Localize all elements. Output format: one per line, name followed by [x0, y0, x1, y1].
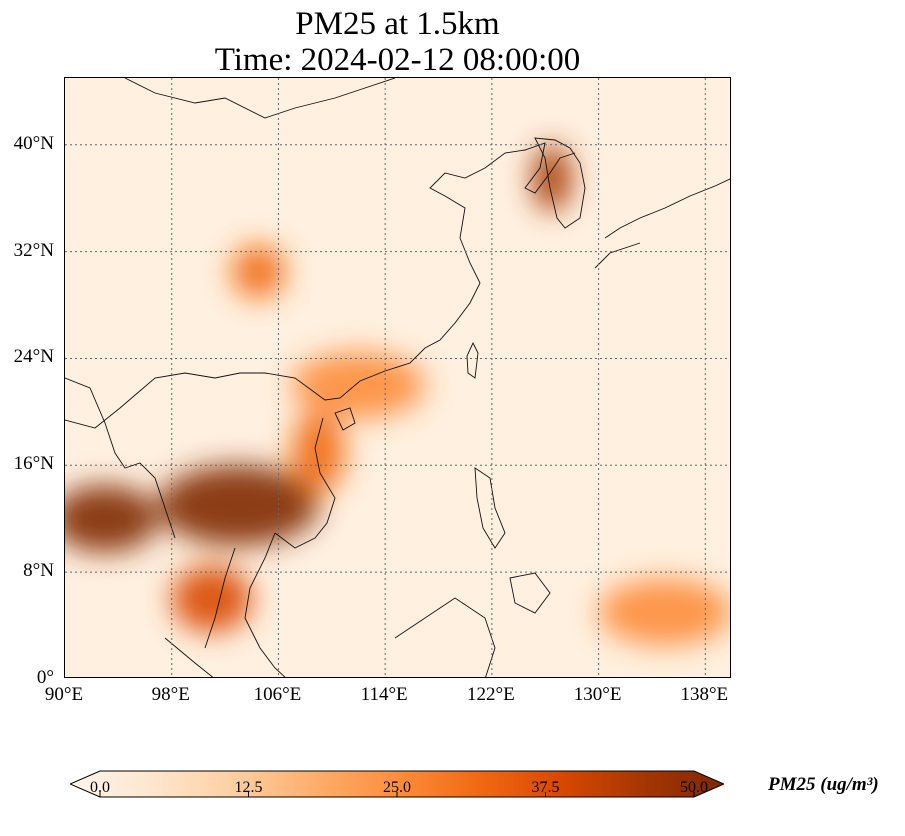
- lon-tick-label: 90°E: [44, 684, 84, 705]
- lon-tick-label: 122°E: [467, 684, 515, 705]
- lat-tick-label: 16°N: [13, 453, 54, 475]
- coastline-vietnam: [274, 417, 336, 549]
- map-panel: [64, 77, 731, 678]
- lat-tick-label: 40°N: [13, 132, 54, 154]
- hotspot-indochina: [158, 465, 319, 546]
- colorbar-tick-label: 12.5: [234, 779, 263, 796]
- lat-tick-label: 32°N: [13, 239, 54, 261]
- graticule: [65, 78, 730, 677]
- hotspot-korea: [531, 144, 572, 212]
- coastline-asia: [65, 142, 576, 429]
- lon-tick-label: 98°E: [151, 684, 190, 705]
- lon-tick-label: 106°E: [253, 684, 302, 705]
- hotspot-sichuan: [231, 244, 286, 299]
- lat-tick-label: 8°N: [23, 560, 54, 582]
- map-canvas: [65, 78, 730, 677]
- colorbar-tick-label: 0.0: [90, 779, 110, 796]
- hotspot-thailand-south: [171, 565, 252, 633]
- coastline-malay-peninsula: [244, 532, 286, 677]
- coastline-hainan: [334, 407, 356, 431]
- coastline-mindanao: [509, 572, 551, 614]
- colorbar-label: PM25 (ug/m³): [768, 774, 879, 795]
- coastline-taiwan: [466, 341, 479, 379]
- lon-tick-label: 138°E: [680, 684, 729, 705]
- hotspot-south-china: [291, 351, 426, 419]
- coastline-myanmar: [65, 377, 176, 539]
- lon-tick-label: 130°E: [573, 684, 622, 705]
- hotspot-vietnam-coast: [291, 411, 346, 493]
- lon-tick-label: 114°E: [360, 684, 408, 705]
- title-line-1: PM25 at 1.5km: [295, 6, 500, 42]
- coastline-luzon: [474, 467, 506, 549]
- colorbar-tick-label: 37.5: [531, 779, 560, 796]
- lat-tick-label: 0°: [36, 667, 54, 688]
- coastline-japan: [604, 178, 730, 239]
- coastline-thailand-gulf: [204, 547, 236, 649]
- coastline-north: [124, 78, 396, 119]
- colorbar-tick-label: 50.0: [680, 779, 708, 796]
- hotspot-pacific-plume: [598, 578, 730, 646]
- coastline-borneo: [394, 597, 496, 677]
- title-line-2: Time: 2024-02-12 08:00:00: [214, 42, 581, 78]
- coastline-sumatra: [164, 637, 214, 677]
- hotspot-myanmar-west: [65, 485, 159, 553]
- coastlines: [65, 78, 730, 677]
- pm25-concentration-field: [65, 144, 730, 646]
- coastline-japan-south: [594, 242, 641, 269]
- lat-tick-label: 24°N: [13, 346, 54, 368]
- coastline-korea: [534, 137, 586, 229]
- colorbar-tick-label: 25.0: [383, 779, 411, 796]
